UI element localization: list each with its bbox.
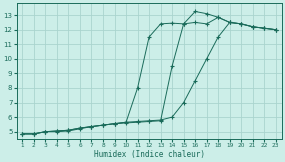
X-axis label: Humidex (Indice chaleur): Humidex (Indice chaleur) <box>93 150 205 159</box>
